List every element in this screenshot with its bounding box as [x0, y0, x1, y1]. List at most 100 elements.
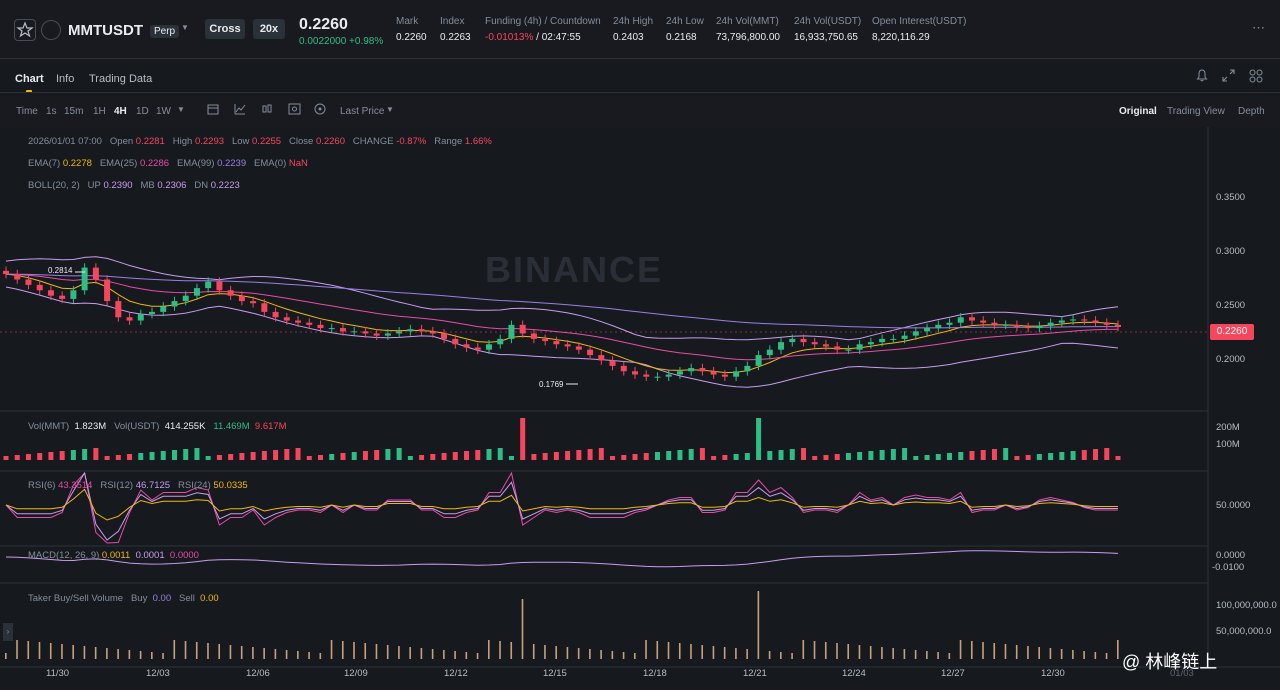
volume-bar: [329, 454, 335, 460]
price-change: 0.0022000 +0.98%: [299, 36, 384, 47]
interval-4h[interactable]: 4H: [114, 106, 127, 117]
time-label[interactable]: Time: [16, 106, 38, 117]
favorite-star-icon[interactable]: [14, 19, 36, 41]
chart-area[interactable]: [0, 127, 1280, 687]
view-depth[interactable]: Depth: [1238, 106, 1265, 117]
volume-bar: [654, 452, 660, 460]
interval-dropdown-icon[interactable]: ▼: [177, 105, 185, 114]
taker-bar: [847, 644, 850, 659]
taker-bar: [386, 645, 389, 659]
view-original[interactable]: Original: [1119, 106, 1157, 117]
interval-1d[interactable]: 1D: [136, 106, 149, 117]
volume-bar: [194, 448, 200, 460]
taker-bar: [723, 647, 726, 659]
candle-body: [384, 333, 391, 336]
taker-bar: [1117, 640, 1119, 659]
candle-body: [733, 371, 740, 377]
panel-toggle-icon[interactable]: ›: [3, 623, 13, 641]
candle-body: [497, 338, 504, 345]
volume-bar: [295, 448, 301, 460]
volume-bar: [1059, 452, 1065, 460]
interval-1s[interactable]: 1s: [46, 106, 57, 117]
taker-bar: [106, 648, 108, 659]
taker-bar: [398, 646, 400, 659]
candle-body: [632, 371, 639, 375]
volume-bar: [171, 450, 177, 460]
date-label: 12/09: [344, 668, 368, 679]
volume-bar: [744, 453, 750, 460]
macd-lines: [5, 550, 1119, 568]
margin-mode-button[interactable]: Cross: [205, 19, 245, 39]
date-label: 12/12: [444, 668, 468, 679]
settings-sliders-icon[interactable]: [288, 103, 301, 118]
volume-bar: [160, 451, 166, 460]
volume-bar: [958, 452, 964, 460]
interval-15m[interactable]: 15m: [64, 106, 84, 117]
interval-1h[interactable]: 1H: [93, 106, 106, 117]
taker-bar: [16, 640, 18, 659]
taker-bar: [667, 642, 670, 659]
bell-icon[interactable]: [1196, 69, 1208, 85]
taker-bar: [285, 650, 288, 659]
volume-bar: [385, 449, 391, 460]
last-price: 0.2260: [299, 16, 348, 33]
price-type-chevron-icon[interactable]: ▼: [386, 105, 394, 114]
price-type-select[interactable]: Last Price: [340, 106, 385, 117]
candle-body: [485, 344, 492, 350]
stat-index[interactable]: Index 0.2263: [440, 16, 471, 43]
indicator-icon[interactable]: [234, 103, 246, 118]
volume-bar: [677, 450, 683, 460]
candle-body: [36, 284, 43, 291]
chevron-down-icon[interactable]: ▼: [181, 23, 189, 32]
volume-bar: [486, 449, 492, 460]
volume-bar: [812, 456, 818, 460]
volume-bar: [834, 454, 840, 460]
candle-body: [362, 331, 369, 334]
symbol-name[interactable]: MMTUSDT: [68, 22, 143, 39]
grid-layout-icon[interactable]: [1249, 69, 1263, 86]
volume-bar: [1048, 453, 1054, 460]
date-label: 12/24: [842, 668, 866, 679]
volume-bar: [789, 449, 795, 460]
expand-icon[interactable]: [1222, 69, 1235, 85]
taker-bar: [948, 653, 951, 659]
taker-bar: [151, 652, 153, 659]
volume-bar: [1025, 455, 1031, 460]
calendar-icon[interactable]: [207, 103, 219, 118]
taker-bar: [364, 643, 367, 659]
candle-body: [306, 322, 313, 325]
more-icon[interactable]: ⋯: [1252, 20, 1265, 35]
candlestick-chart-svg[interactable]: [0, 127, 1280, 687]
ema-line: [5, 273, 1118, 329]
volume-bar: [947, 453, 953, 460]
leverage-button[interactable]: 20x: [253, 19, 285, 39]
candle-body: [665, 374, 672, 377]
view-trading-view[interactable]: Trading View: [1167, 106, 1225, 117]
replay-icon[interactable]: [314, 103, 326, 118]
volume-bar: [722, 455, 728, 460]
volume-legend: Vol(MMT) 1.823M Vol(USDT) 414.255K 11.46…: [28, 421, 287, 432]
rsi-lines: [5, 471, 1118, 544]
taker-bar: [802, 640, 805, 659]
candle-type-icon[interactable]: [261, 103, 273, 118]
tab-chart[interactable]: Chart: [15, 73, 44, 85]
stat-open-interest[interactable]: Open Interest(USDT) 8,220,116.29: [872, 16, 967, 43]
volume-bar: [351, 452, 357, 460]
candle-body: [609, 360, 616, 366]
volume-bar: [464, 451, 470, 460]
interval-1w[interactable]: 1W: [156, 106, 171, 117]
taker-bar: [712, 646, 715, 659]
candle-body: [688, 368, 695, 372]
tab-trading-data[interactable]: Trading Data: [89, 73, 153, 85]
taker-bar: [218, 644, 221, 659]
tab-info[interactable]: Info: [56, 73, 75, 85]
candle-body: [643, 374, 650, 377]
candle-body: [980, 320, 987, 323]
candle-body: [654, 376, 661, 378]
volume-bar: [407, 456, 413, 460]
candle-body: [542, 338, 549, 342]
volume-bar: [542, 453, 548, 460]
taker-bar: [532, 644, 535, 659]
stat-funding[interactable]: Funding (4h) / Countdown -0.01013% / 02:…: [485, 16, 601, 43]
candle-body: [867, 342, 874, 345]
